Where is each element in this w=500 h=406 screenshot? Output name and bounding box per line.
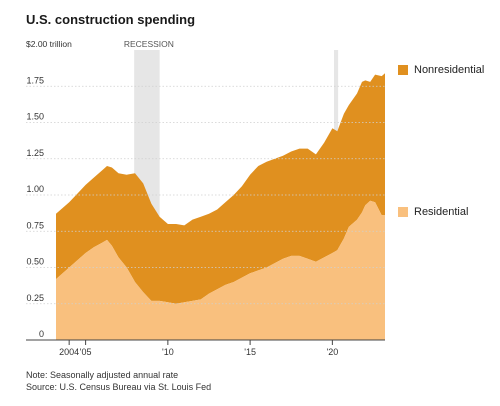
x-tick-label: '20 xyxy=(326,347,338,357)
legend-item-nonresidential: Nonresidential xyxy=(398,64,484,76)
legend-item-residential: Residential xyxy=(398,206,468,218)
y-tick-label: 0 xyxy=(39,329,44,339)
y-tick-label: 1.75 xyxy=(26,75,44,85)
series-area-nonresidential xyxy=(56,73,385,304)
y-tick-label: 1.25 xyxy=(26,148,44,158)
legend-swatch-nonresidential xyxy=(398,65,408,75)
legend-swatch-residential xyxy=(398,207,408,217)
x-tick-label: '10 xyxy=(162,347,174,357)
chart-title: U.S. construction spending xyxy=(26,12,196,27)
x-tick-label: 2004 xyxy=(59,347,79,357)
series-area-residential xyxy=(56,200,385,340)
x-tick-label: '05 xyxy=(80,347,92,357)
x-tick-label: '15 xyxy=(244,347,256,357)
y-tick-label: 1.00 xyxy=(26,184,44,194)
y-tick-label: 0.75 xyxy=(26,220,44,230)
y-tick-label: 0.50 xyxy=(26,257,44,267)
y-tick-label: 1.50 xyxy=(26,112,44,122)
recession-label: RECESSION xyxy=(124,39,174,49)
chart-source: Source: U.S. Census Bureau via St. Louis… xyxy=(26,382,212,392)
legend-label-residential: Residential xyxy=(414,206,469,218)
y-unit-label: $2.00 trillion xyxy=(26,39,72,49)
y-tick-label: 0.25 xyxy=(26,293,44,303)
chart-note: Note: Seasonally adjusted annual rate xyxy=(26,370,179,380)
legend-label-nonresidential: Nonresidential xyxy=(414,64,485,76)
